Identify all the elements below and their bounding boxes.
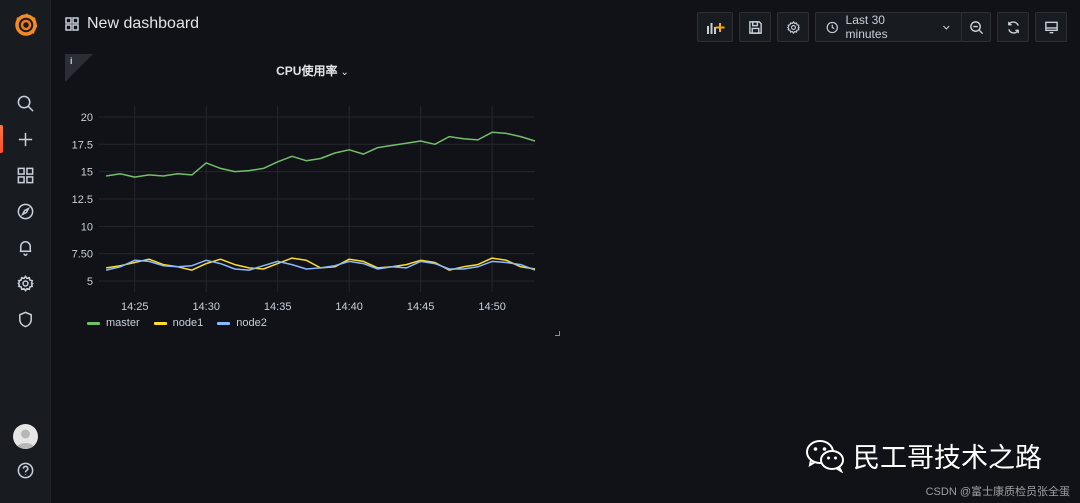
x-tick-label: 14:35: [264, 301, 292, 313]
gear-icon: [786, 20, 800, 34]
x-tick-label: 14:40: [335, 301, 363, 313]
panel-title-text: CPU使用率: [276, 64, 338, 78]
tv-monitor-icon: [1044, 21, 1058, 33]
zoom-out-button[interactable]: [961, 12, 991, 42]
x-tick-label: 14:30: [192, 301, 220, 313]
time-range-picker[interactable]: Last 30 minutes: [815, 12, 962, 42]
legend-label: master: [106, 317, 140, 329]
x-tick-label: 14:50: [478, 301, 506, 313]
legend-item-node1[interactable]: node1: [153, 317, 204, 329]
y-tick-label: 10: [81, 221, 93, 233]
save-dashboard-button[interactable]: [739, 12, 771, 42]
wechat-logo-icon: [806, 439, 844, 473]
dashboard-settings-button[interactable]: [777, 12, 809, 42]
shield-icon: [19, 311, 32, 327]
help-icon: [17, 462, 34, 478]
y-tick-label: 7.50: [72, 249, 93, 261]
search-icon: [17, 95, 34, 112]
dashboards-grid-icon: [65, 17, 79, 31]
sidebar: [0, 0, 51, 503]
watermark: 民工哥技术之路: [805, 436, 1042, 475]
grafana-logo-icon[interactable]: [13, 12, 39, 38]
dashboard-breadcrumb[interactable]: New dashboard: [65, 15, 199, 33]
user-avatar-icon: [16, 429, 35, 449]
sidebar-item-explore[interactable]: [0, 194, 51, 228]
y-tick-label: 5: [87, 276, 93, 288]
x-tick-label: 14:25: [121, 301, 149, 313]
add-panel-icon: [707, 22, 725, 34]
dashboards-icon: [17, 167, 34, 183]
chevron-down-icon: [943, 25, 950, 30]
sidebar-item-create[interactable]: [0, 122, 51, 156]
legend-swatch: [217, 321, 231, 325]
sidebar-item-alerting[interactable]: [0, 230, 51, 264]
configuration-gear-icon: [17, 274, 34, 292]
sidebar-item-help[interactable]: [0, 453, 51, 487]
sidebar-item-search[interactable]: [0, 86, 51, 120]
alerting-bell-icon: [19, 240, 32, 256]
clock-icon: [826, 21, 838, 33]
save-icon: [748, 20, 762, 34]
explore-compass-icon: [17, 203, 34, 219]
sidebar-item-dashboards[interactable]: [0, 158, 51, 192]
page-title: New dashboard: [87, 15, 200, 32]
legend-swatch: [87, 321, 100, 325]
series-line-node2: [105, 259, 536, 271]
legend-label: node1: [172, 317, 204, 329]
add-panel-button[interactable]: [697, 12, 733, 42]
zoom-out-icon: [969, 20, 983, 34]
legend-swatch: [153, 321, 167, 325]
time-range-label: Last 30 minutes: [845, 13, 888, 41]
refresh-icon: [1007, 20, 1019, 34]
avatar[interactable]: [13, 424, 38, 449]
legend-label: node2: [236, 317, 267, 329]
chevron-down-icon: ⌄: [340, 67, 349, 78]
view-mode-button[interactable]: [1035, 12, 1067, 42]
legend-item-node2[interactable]: node2: [217, 317, 267, 329]
sidebar-item-configuration[interactable]: [0, 266, 51, 300]
refresh-button[interactable]: [997, 12, 1029, 42]
plus-icon: [18, 132, 33, 146]
x-tick-label: 14:45: [407, 301, 435, 313]
legend-item-master[interactable]: master: [87, 317, 140, 329]
y-tick-label: 20: [81, 112, 93, 124]
series-line-master: [105, 131, 536, 178]
panel-info-corner[interactable]: [65, 54, 93, 82]
chart-legend: master node1 node2: [87, 317, 267, 329]
cpu-usage-panel[interactable]: i CPU使用率 ⌄ 5 7.50 10 12.5 15 17.5 20 14:25 14:30 1…: [65, 54, 560, 336]
panel-title[interactable]: CPU使用率 ⌄: [65, 62, 560, 79]
cpu-usage-chart[interactable]: 5 7.50 10 12.5 15 17.5 20 14:25 14:30 14:35 14:40 1…: [65, 54, 560, 314]
watermark-text: 民工哥技术之路: [853, 443, 1042, 474]
watermark-subtext: CSDN @富士康质检员张全蛋: [925, 486, 1070, 498]
y-tick-label: 15: [81, 167, 93, 179]
sidebar-item-server-admin[interactable]: [0, 302, 51, 336]
y-tick-label: 17.5: [72, 139, 93, 151]
y-tick-label: 12.5: [72, 194, 93, 206]
info-icon: i: [70, 56, 73, 66]
panel-resize-handle[interactable]: [555, 331, 560, 336]
